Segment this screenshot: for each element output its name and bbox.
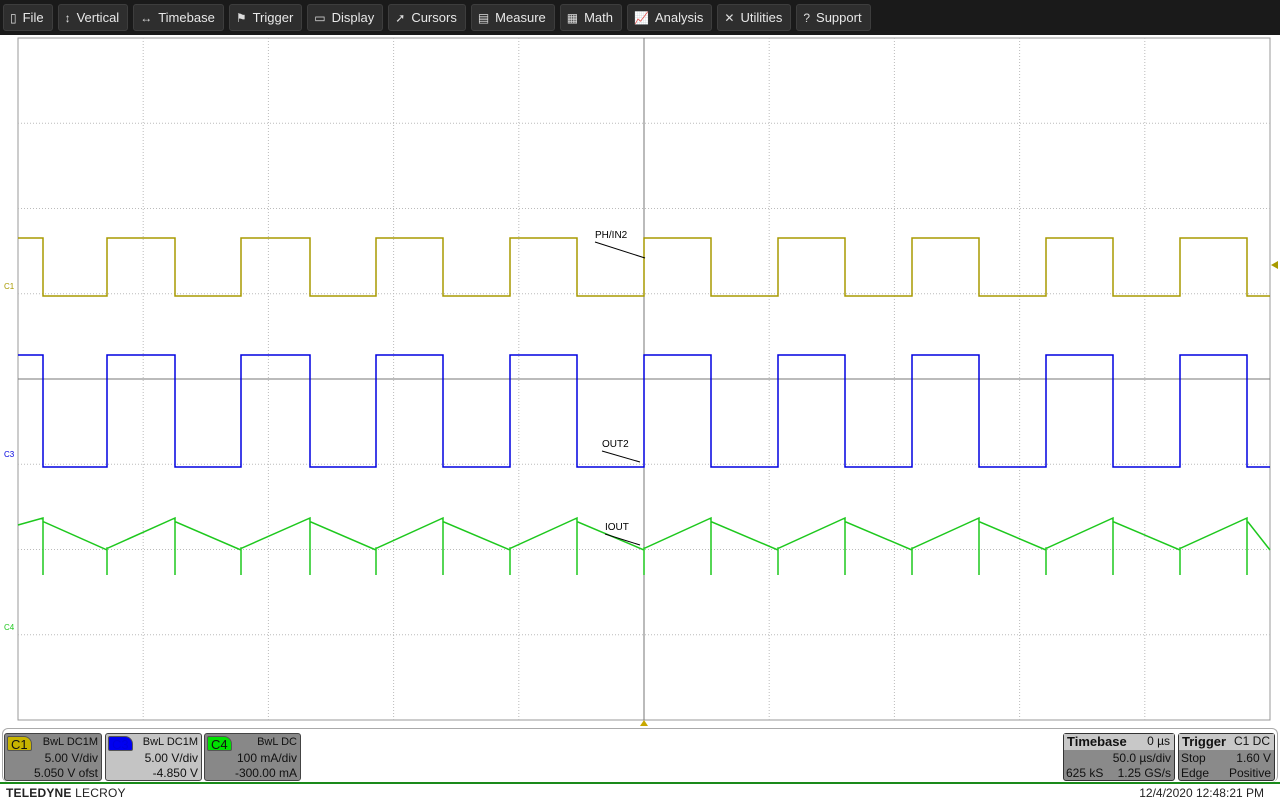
trace-label-c1: PH/IN2 xyxy=(595,230,628,241)
tools-icon: ✕ xyxy=(724,10,735,25)
label-leader-c4 xyxy=(604,533,641,546)
divider xyxy=(0,782,1280,784)
trigger-type: Edge xyxy=(1181,766,1210,780)
menu-support[interactable]: ? Support xyxy=(796,4,871,31)
menu-label: Support xyxy=(816,10,862,25)
menu-label: Math xyxy=(584,10,613,25)
offset: 5.050 V ofst xyxy=(33,766,98,780)
menu-timebase[interactable]: ↔ Timebase xyxy=(133,4,224,31)
flag-icon: ⚑ xyxy=(235,10,247,25)
timebase-title: Timebase xyxy=(1067,734,1127,749)
trigger-source: C1 DC xyxy=(1233,734,1270,748)
channel-tag: C1 xyxy=(7,736,32,752)
brand-logo: TELEDYNE LECROY xyxy=(6,786,126,800)
c1-ground-marker[interactable]: C1 xyxy=(4,282,15,291)
sample-rate: 1.25 GS/s xyxy=(1117,766,1171,780)
timebase-delay: 0 µs xyxy=(1147,734,1170,748)
menu-label: Cursors xyxy=(411,10,457,25)
menu-vertical[interactable]: ↕ Vertical xyxy=(57,4,129,31)
trigger-position-marker xyxy=(640,720,648,726)
waveform-display[interactable] xyxy=(0,35,1280,728)
coupling: BwL DC1M xyxy=(142,736,198,748)
vertical-scale: 100 mA/div xyxy=(236,751,297,765)
menu-analysis[interactable]: 📈 Analysis xyxy=(627,4,713,31)
label-leader-c1 xyxy=(594,241,646,259)
menu-utilities[interactable]: ✕ Utilities xyxy=(717,4,792,31)
c3-ground-marker[interactable]: C3 xyxy=(4,450,15,459)
status-panel: C1 BwL DC1M 5.00 V/div 5.050 V ofst C3 B… xyxy=(0,728,1280,800)
calculator-icon: ▦ xyxy=(566,10,579,25)
c4-ground-marker[interactable]: C4 xyxy=(4,623,15,632)
menu-label: File xyxy=(22,10,44,25)
chart-icon: 📈 xyxy=(634,10,649,25)
menu-trigger[interactable]: ⚑ Trigger xyxy=(228,4,303,31)
trigger-title: Trigger xyxy=(1182,734,1227,749)
channel-tag: C4 xyxy=(207,736,232,752)
measure-icon: ▤ xyxy=(477,10,490,25)
vertical-arrows-icon: ↕ xyxy=(64,10,71,25)
trace-label-c4: IOUT xyxy=(605,522,629,533)
help-icon: ? xyxy=(803,10,811,25)
vertical-scale: 5.00 V/div xyxy=(144,751,198,765)
channel-c1-box[interactable]: C1 BwL DC1M 5.00 V/div 5.050 V ofst xyxy=(4,733,102,781)
coupling: BwL DC xyxy=(257,736,297,748)
menu-cursors[interactable]: ➚ Cursors xyxy=(388,4,466,31)
trace-c1 xyxy=(18,237,1270,297)
menu-math[interactable]: ▦ Math xyxy=(559,4,622,31)
menu-label: Measure xyxy=(495,10,546,25)
trigger-box[interactable]: Trigger C1 DC Stop 1.60 V Edge Positive xyxy=(1178,733,1275,781)
menu-label: Utilities xyxy=(740,10,783,25)
label-leader-c3 xyxy=(601,450,641,463)
coupling: BwL DC1M xyxy=(42,736,98,748)
datetime: 12/4/2020 12:48:21 PM xyxy=(1139,786,1264,800)
horizontal-arrows-icon: ↔ xyxy=(140,10,153,25)
menu-label: Trigger xyxy=(252,10,294,25)
vertical-scale: 5.00 V/div xyxy=(44,751,98,765)
menu-label: Vertical xyxy=(76,10,120,25)
trace-label-c3: OUT2 xyxy=(602,439,629,450)
channel-tag: C3 xyxy=(108,736,133,752)
trigger-level: 1.60 V xyxy=(1236,751,1271,765)
trace-c3 xyxy=(18,354,1270,468)
cursor-icon: ➚ xyxy=(395,10,406,25)
menu-bar: ▯ File ↕ Vertical ↔ Timebase ⚑ Trigger ▭ Display ➚… xyxy=(0,0,1280,35)
menu-label: Analysis xyxy=(654,10,704,25)
offset: -300.00 mA xyxy=(234,766,297,780)
menu-label: Display xyxy=(331,10,375,25)
trace-c4 xyxy=(17,516,1271,575)
menu-display[interactable]: ▭ Display xyxy=(307,4,384,31)
trigger-level-marker xyxy=(1271,261,1278,269)
menu-label: Timebase xyxy=(158,10,215,25)
trigger-slope: Positive xyxy=(1228,766,1271,780)
clipboard-icon: ▯ xyxy=(10,10,17,25)
menu-measure[interactable]: ▤ Measure xyxy=(470,4,555,31)
channel-c3-box[interactable]: C3 BwL DC1M 5.00 V/div -4.850 V xyxy=(105,733,202,781)
display-icon: ▭ xyxy=(314,10,326,25)
offset: -4.850 V xyxy=(152,766,198,780)
sample-count: 625 kS xyxy=(1066,766,1104,780)
channel-c4-box[interactable]: C4 BwL DC 100 mA/div -300.00 mA xyxy=(204,733,301,781)
menu-file[interactable]: ▯ File xyxy=(3,4,53,31)
timebase-box[interactable]: Timebase 0 µs 50.0 µs/div 625 kS 1.25 GS/… xyxy=(1063,733,1175,781)
timebase-scale: 50.0 µs/div xyxy=(1112,751,1171,765)
trigger-mode: Stop xyxy=(1181,751,1206,765)
